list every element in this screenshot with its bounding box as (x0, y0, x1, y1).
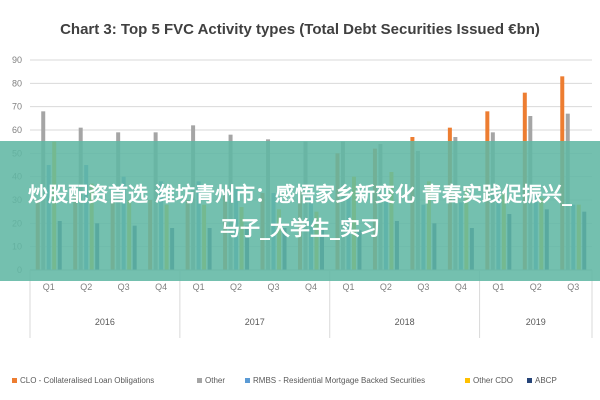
legend-label: CLO - Collateralised Loan Obligations (20, 376, 154, 385)
x-tick-label: Q4 (155, 282, 167, 292)
x-tick-label: Q2 (530, 282, 542, 292)
y-tick-label: 80 (12, 78, 22, 88)
legend: CLO - Collateralised Loan Obligations Oth… (12, 376, 557, 385)
legend-swatch (245, 378, 250, 383)
legend-swatch (527, 378, 532, 383)
x-tick-label: Q3 (417, 282, 429, 292)
x-tick-label: Q3 (268, 282, 280, 292)
x-tick-label: Q4 (305, 282, 317, 292)
x-group-label: 2018 (395, 317, 415, 327)
x-tick-label: Q4 (455, 282, 467, 292)
y-tick-label: 90 (12, 55, 22, 65)
legend-label: RMBS - Residential Mortgage Backed Secur… (253, 376, 425, 385)
x-tick-label: Q2 (80, 282, 92, 292)
legend-swatch (197, 378, 202, 383)
x-tick-label: Q1 (492, 282, 504, 292)
x-group-label: 2016 (95, 317, 115, 327)
x-tick-label: Q1 (43, 282, 55, 292)
chart-title: Chart 3: Top 5 FVC Activity types (Total… (60, 21, 540, 38)
y-tick-label: 70 (12, 102, 22, 112)
legend-label: ABCP (535, 376, 557, 385)
x-tick-label: Q3 (118, 282, 130, 292)
x-group-label: 2019 (526, 317, 546, 327)
overlay-text: 炒股配资首选 潍坊青州市：感悟家乡新变化 青春实践促振兴_马子_大学生_实习 (28, 182, 572, 240)
y-tick-label: 60 (12, 125, 22, 135)
legend-swatch (12, 378, 17, 383)
legend-swatch (465, 378, 470, 383)
legend-label: Other (205, 376, 225, 385)
x-tick-label: Q1 (342, 282, 354, 292)
overlay-banner: 炒股配资首选 潍坊青州市：感悟家乡新变化 青春实践促振兴_马子_大学生_实习 (0, 141, 600, 281)
x-tick-label: Q2 (230, 282, 242, 292)
x-tick-label: Q3 (567, 282, 579, 292)
x-tick-label: Q1 (193, 282, 205, 292)
x-tick-label: Q2 (380, 282, 392, 292)
legend-label: Other CDO (473, 376, 513, 385)
x-group-label: 2017 (245, 317, 265, 327)
